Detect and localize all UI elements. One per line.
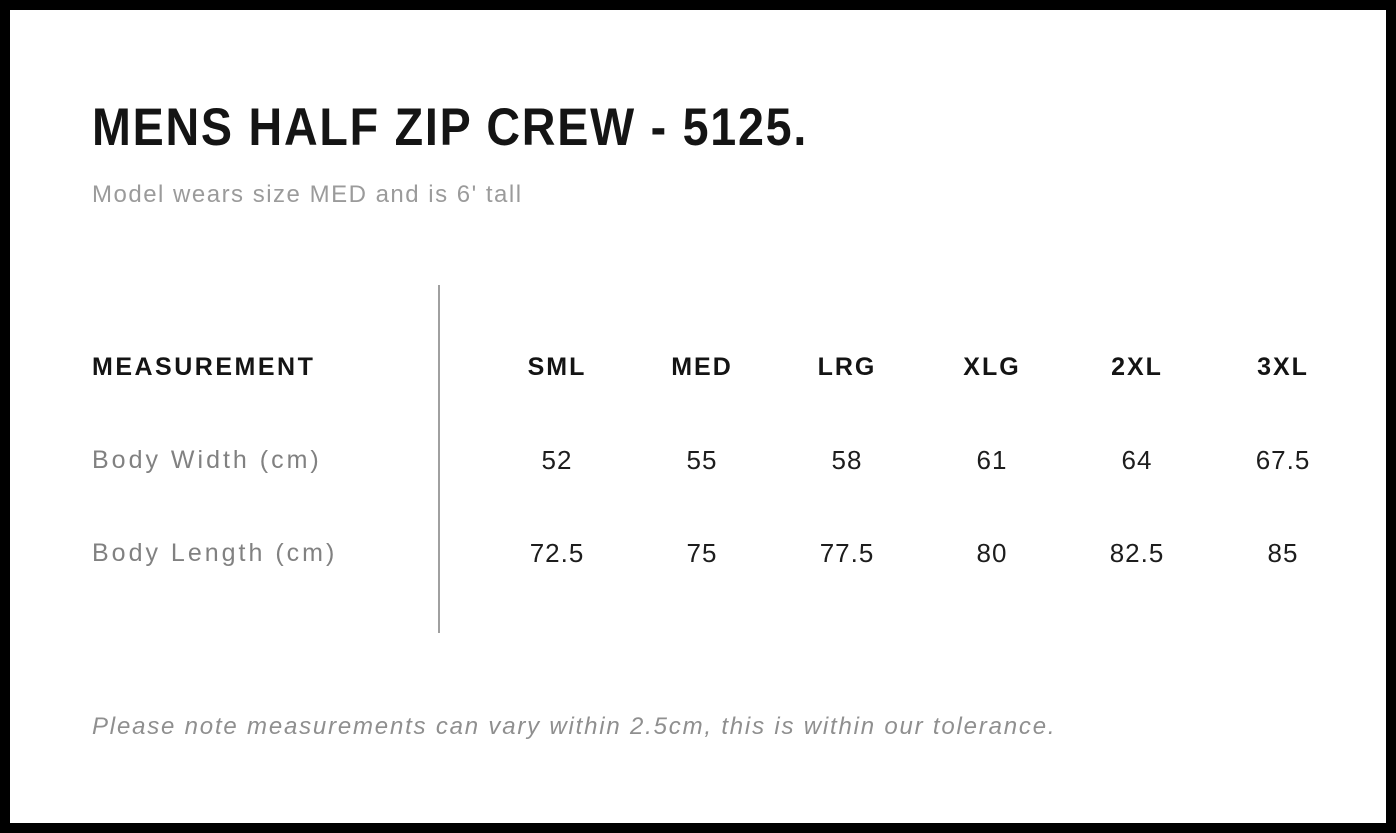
body-width-sml: 52	[541, 445, 573, 475]
table-vertical-divider	[438, 285, 440, 633]
column-header-3xl: 3XL	[1257, 353, 1309, 381]
column-header-sml: SML	[527, 353, 587, 381]
body-length-sml: 72.5	[529, 538, 585, 568]
column-header-lrg: LRG	[817, 353, 877, 381]
column-header-2xl: 2XL	[1111, 353, 1163, 381]
body-length-lrg: 77.5	[819, 538, 875, 568]
body-width-2xl: 64	[1121, 445, 1153, 475]
body-length-med: 75	[686, 538, 718, 568]
body-width-med: 55	[686, 445, 718, 475]
row-label-body-width: Body Width (cm)	[92, 446, 322, 474]
column-header-med: MED	[671, 353, 733, 381]
body-width-lrg: 58	[831, 445, 863, 475]
body-length-xlg: 80	[976, 538, 1008, 568]
body-length-2xl: 82.5	[1109, 538, 1165, 568]
body-length-3xl: 85	[1267, 538, 1299, 568]
column-header-xlg: XLG	[963, 353, 1021, 381]
tolerance-note: Please note measurements can vary within…	[92, 713, 1057, 740]
model-size-note: Model wears size MED and is 6' tall	[92, 181, 523, 208]
body-width-3xl: 67.5	[1255, 445, 1311, 475]
page-title: MENS HALF ZIP CREW - 5125.	[92, 98, 809, 157]
row-label-body-length: Body Length (cm)	[92, 539, 338, 567]
body-width-xlg: 61	[976, 445, 1008, 475]
column-header-measurement: MEASUREMENT	[92, 353, 316, 381]
